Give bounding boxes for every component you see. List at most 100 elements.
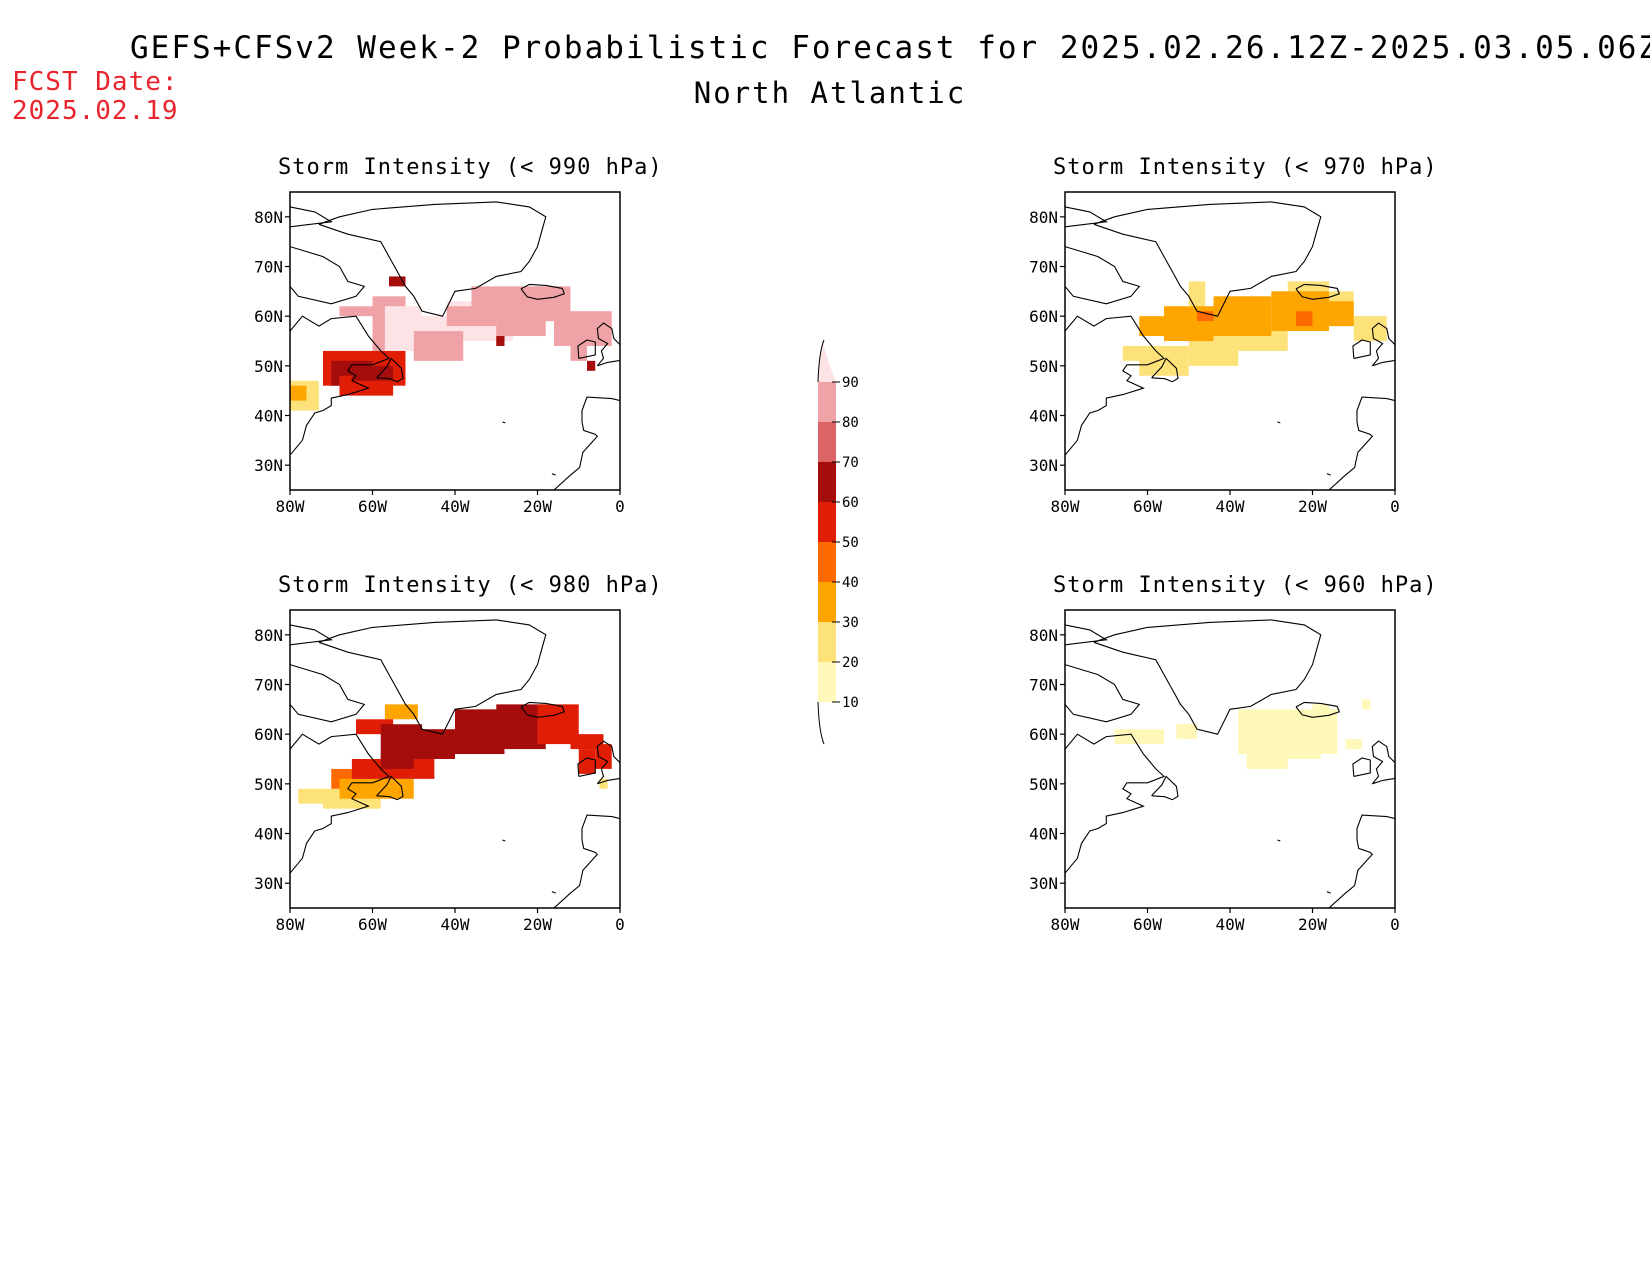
probability-cell (595, 744, 612, 769)
lat-label: 30N (254, 456, 283, 475)
coastline (376, 775, 404, 801)
colorbar-label: 80 (842, 415, 859, 431)
probability-field (1114, 699, 1371, 769)
coastline (551, 891, 556, 894)
lat-label: 50N (254, 357, 283, 376)
probability-cell (380, 724, 422, 759)
coastline (1277, 421, 1281, 424)
lat-label: 40N (1029, 407, 1058, 426)
lat-label: 50N (1029, 775, 1058, 794)
probability-cell (389, 276, 406, 287)
colorbar-label: 20 (842, 655, 859, 671)
probability-cell (384, 704, 418, 720)
coastline (520, 283, 566, 300)
probability-cell (1287, 714, 1321, 759)
lon-label: 60W (358, 497, 387, 516)
coastline (1065, 206, 1108, 228)
lon-label: 60W (1133, 915, 1162, 934)
probability-cell (587, 360, 596, 371)
probability-cell (290, 385, 307, 401)
map-panel-3: Storm Intensity (< 970 hPa) 80N 70N 60N 50N 4… (1029, 155, 1438, 516)
coastline (577, 339, 596, 359)
probability-cell (323, 798, 381, 809)
colorbar-swatch (818, 462, 836, 502)
coastline (1065, 664, 1141, 723)
lon-label: 40W (441, 915, 470, 934)
lon-label: 40W (441, 497, 470, 516)
coastline (596, 740, 620, 785)
colorbar-top-extension (818, 340, 836, 382)
probability-cell (1139, 345, 1189, 376)
coastline (577, 757, 596, 777)
probability-cell (1188, 281, 1206, 307)
coastline (551, 473, 556, 476)
colorbar-label: 30 (842, 615, 859, 631)
map-panel-4: Storm Intensity (< 960 hPa) 80N 70N 60N 50N 4… (1029, 573, 1438, 934)
coastline (1093, 619, 1322, 735)
coastline (1328, 396, 1395, 490)
coastline (318, 201, 547, 317)
colorbar-swatch (818, 422, 836, 462)
coastlines (290, 201, 620, 490)
panel-title: Storm Intensity (< 960 hPa) (1053, 573, 1438, 598)
colorbar-label: 40 (842, 575, 859, 591)
coastline (1065, 246, 1141, 305)
lon-label: 40W (1216, 915, 1245, 934)
probability-cell (1114, 729, 1164, 745)
lon-label: 20W (523, 497, 552, 516)
probability-cell (537, 286, 571, 317)
probability-cell (413, 331, 464, 361)
probability-cell (351, 365, 394, 381)
probability-cell (1312, 704, 1329, 715)
lat-label: 80N (254, 626, 283, 645)
probability-cell (1362, 699, 1371, 710)
coastline (520, 701, 566, 718)
coastline (290, 733, 391, 875)
panel-title: Storm Intensity (< 990 hPa) (278, 155, 663, 180)
coastline (1065, 624, 1108, 646)
coastline (1151, 775, 1179, 801)
fcst-date-caption: FCST Date: (12, 67, 179, 97)
coastline (502, 839, 506, 842)
panel-title: Storm Intensity (< 980 hPa) (278, 573, 663, 598)
probability-cell (1345, 739, 1362, 750)
lat-label: 80N (1029, 626, 1058, 645)
colorbar-outline (817, 339, 825, 383)
probability-cell (1197, 311, 1214, 322)
probability-cell (1246, 749, 1288, 769)
coastline (1295, 283, 1341, 300)
panel-title: Storm Intensity (< 970 hPa) (1053, 155, 1438, 180)
colorbar-label: 60 (842, 495, 859, 511)
probability-cell (599, 778, 608, 789)
lat-label: 60N (1029, 725, 1058, 744)
lon-label: 0 (1390, 497, 1400, 516)
fcst-date-value: 2025.02.19 (12, 96, 179, 126)
probability-cell (339, 778, 414, 799)
lat-label: 80N (254, 208, 283, 227)
lat-label: 30N (1029, 874, 1058, 893)
coastline (1065, 733, 1166, 875)
probability-cell (1353, 316, 1387, 341)
lat-label: 40N (254, 407, 283, 426)
probability-cell (1176, 724, 1197, 740)
map-panels: Storm Intensity (< 990 hPa) 80N 70N 60N 50N 4… (254, 155, 1438, 934)
coastline (290, 206, 333, 228)
colorbar-bottom-extension (817, 701, 825, 745)
lon-label: 80W (276, 915, 305, 934)
coastline (1352, 339, 1371, 359)
coastline (1371, 740, 1395, 785)
lat-label: 30N (1029, 456, 1058, 475)
colorbar-swatch (818, 662, 836, 702)
coastline (318, 619, 547, 735)
colorbar-swatch (818, 542, 836, 582)
probability-cell (1296, 311, 1313, 327)
coastline (1277, 839, 1281, 842)
colorbar-swatch (818, 582, 836, 622)
lat-label: 70N (1029, 258, 1058, 277)
probability-cell (496, 336, 505, 346)
main-title: GEFS+CFSv2 Week-2 Probabilistic Forecast… (130, 30, 1650, 66)
lat-label: 70N (254, 676, 283, 695)
probability-cell (496, 316, 546, 337)
lat-label: 70N (1029, 676, 1058, 695)
